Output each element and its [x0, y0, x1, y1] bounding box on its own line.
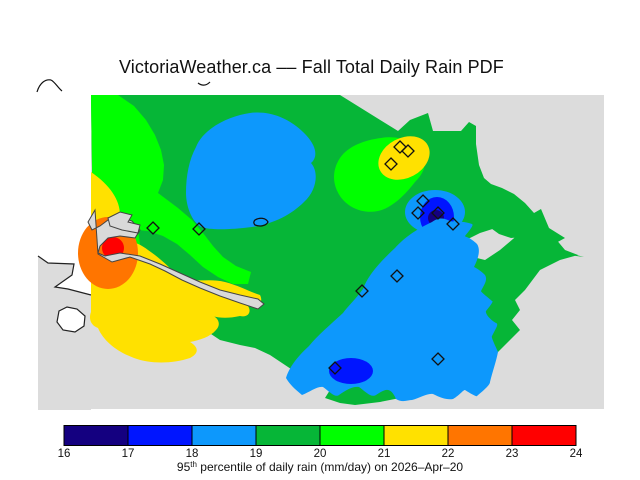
svg-text:22: 22	[442, 448, 455, 460]
svg-text:24: 24	[570, 448, 583, 460]
svg-text:20: 20	[314, 448, 327, 460]
svg-text:18: 18	[186, 448, 199, 460]
svg-text:17: 17	[122, 448, 135, 460]
svg-text:95th percentile of daily rain: 95th percentile of daily rain (mm/day) o…	[177, 460, 464, 475]
svg-text:19: 19	[250, 448, 263, 460]
svg-text:VictoriaWeather.ca –– Fall Tot: VictoriaWeather.ca –– Fall Total Daily R…	[119, 57, 504, 77]
svg-text:16: 16	[58, 448, 71, 460]
svg-text:21: 21	[378, 448, 391, 460]
svg-text:23: 23	[506, 448, 519, 460]
